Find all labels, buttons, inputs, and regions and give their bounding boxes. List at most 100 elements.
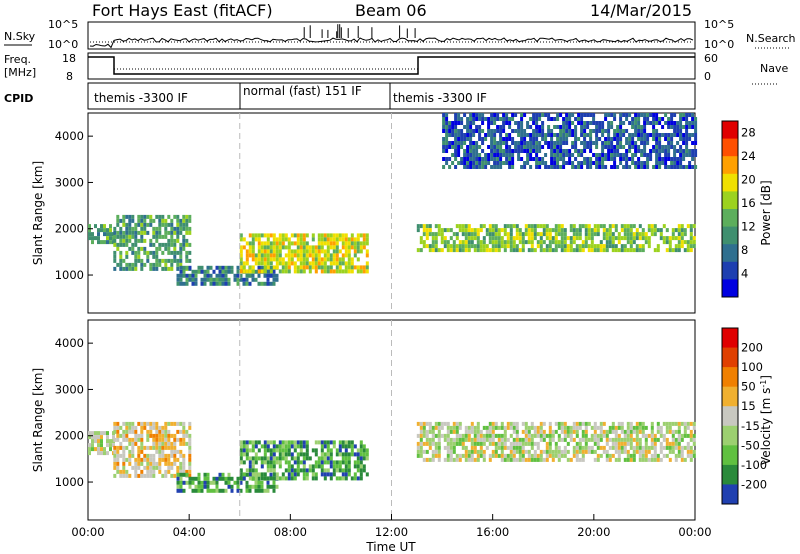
echo-cell	[191, 488, 195, 493]
echo-cell	[562, 165, 566, 169]
echo-cell	[497, 232, 501, 237]
echo-cell	[554, 244, 558, 249]
echo-cell	[173, 461, 177, 466]
echo-cell	[284, 452, 288, 457]
echo-cell	[692, 437, 696, 442]
echo-cell	[484, 161, 488, 165]
echo-cell	[605, 244, 609, 249]
echo-cell	[628, 113, 632, 117]
echo-cell	[448, 125, 452, 129]
echo-cell	[646, 157, 650, 161]
echo-cell	[493, 141, 497, 145]
echo-cell	[299, 448, 303, 453]
echo-cell	[158, 441, 162, 446]
echo-cell	[617, 445, 621, 450]
echo-cell	[664, 137, 668, 141]
echo-cell	[91, 447, 94, 452]
echo-cell	[455, 429, 459, 434]
echo-cell	[161, 218, 165, 223]
echo-cell	[454, 113, 458, 117]
echo-cell	[497, 228, 501, 233]
echo-cell	[419, 425, 423, 430]
echo-cell	[506, 453, 510, 458]
echo-cell	[515, 421, 519, 426]
echo-cell	[521, 445, 525, 450]
echo-cell	[254, 261, 258, 266]
echo-cell	[565, 149, 569, 153]
echo-cell	[475, 145, 479, 149]
echo-cell	[478, 145, 482, 149]
echo-cell	[590, 244, 594, 249]
echo-cell	[299, 440, 303, 445]
echo-cell	[557, 224, 561, 229]
echo-cell	[179, 453, 183, 458]
echo-cell	[164, 246, 168, 251]
echo-cell	[326, 472, 330, 477]
echo-cell	[634, 125, 638, 129]
echo-cell	[434, 441, 438, 446]
nsky-label: N.Sky	[4, 30, 36, 43]
echo-cell	[248, 460, 252, 465]
echo-cell	[434, 445, 438, 450]
echo-cell	[284, 456, 288, 461]
echo-cell	[580, 153, 584, 157]
echo-cell	[499, 157, 503, 161]
echo-cell	[125, 250, 129, 255]
echo-cell	[596, 425, 600, 430]
echo-cell	[512, 453, 516, 458]
echo-cell	[365, 269, 369, 274]
echo-cell	[164, 425, 168, 430]
echo-cell	[509, 453, 513, 458]
echo-cell	[179, 476, 183, 481]
echo-cell	[496, 145, 500, 149]
echo-cell	[179, 269, 183, 274]
echo-cell	[692, 449, 696, 454]
echo-cell	[293, 440, 297, 445]
echo-cell	[562, 161, 566, 165]
nave-label: Nave	[760, 62, 788, 75]
echo-cell	[323, 452, 327, 457]
echo-cell	[503, 240, 507, 245]
echo-cell	[520, 157, 524, 161]
echo-cell	[113, 457, 117, 462]
echo-cell	[266, 476, 270, 481]
echo-cell	[131, 441, 135, 446]
echo-cell	[619, 129, 623, 133]
echo-cell	[296, 233, 300, 238]
echo-cell	[560, 228, 564, 233]
echo-cell	[667, 141, 671, 145]
power-colorbar-label: Power [dB]	[759, 180, 773, 245]
echo-cell	[535, 141, 539, 145]
echo-cell	[88, 224, 91, 229]
echo-cell	[314, 476, 318, 481]
echo-cell	[520, 113, 524, 117]
echo-cell	[155, 461, 159, 466]
echo-cell	[254, 468, 258, 473]
echo-cell	[592, 129, 596, 133]
echo-cell	[446, 425, 450, 430]
echo-cell	[604, 129, 608, 133]
echo-cell	[668, 429, 672, 434]
echo-cell	[94, 224, 97, 229]
echo-cell	[305, 265, 309, 270]
echo-cell	[623, 244, 627, 249]
echo-cell	[176, 222, 180, 227]
echo-cell	[431, 449, 435, 454]
echo-cell	[260, 253, 264, 258]
y-tick-label: 3000	[55, 382, 84, 396]
echo-cell	[260, 464, 264, 469]
echo-cell	[134, 469, 138, 474]
echo-cell	[131, 429, 135, 434]
echo-cell	[218, 269, 222, 274]
echo-cell	[182, 265, 186, 270]
echo-cell	[685, 121, 689, 125]
echo-cell	[173, 230, 177, 235]
echo-cell	[125, 429, 129, 434]
echo-cell	[158, 433, 162, 438]
echo-cell	[263, 245, 267, 250]
echo-cell	[203, 281, 207, 286]
echo-cell	[602, 433, 606, 438]
echo-cell	[527, 228, 531, 233]
echo-cell	[335, 237, 339, 242]
echo-cell	[664, 165, 668, 169]
